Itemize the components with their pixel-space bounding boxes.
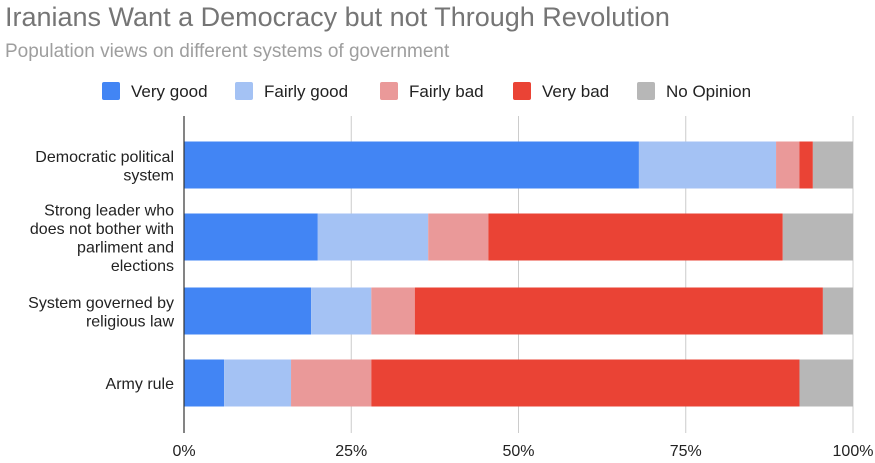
bar-segment [488, 213, 783, 261]
bar-segment [184, 359, 225, 407]
category-label: parliment and [77, 239, 174, 256]
bar-segment [371, 287, 415, 335]
category-label: system [123, 167, 174, 184]
category-label: System governed by [28, 295, 174, 312]
bar-segment [782, 213, 853, 261]
bar-segment [414, 287, 823, 335]
bar-segment [799, 359, 853, 407]
bar-segment [224, 359, 292, 407]
legend-swatch [235, 82, 253, 100]
bar-segment [311, 287, 372, 335]
bar-segment [812, 141, 853, 189]
legend: Very good Fairly good Fairly bad Very bad No… [102, 82, 751, 101]
bar-segment [184, 141, 639, 189]
bars [184, 141, 853, 407]
legend-swatch [637, 82, 655, 100]
bar-segment [184, 287, 312, 335]
x-tick-label: 50% [502, 443, 534, 460]
bar-segment [371, 359, 800, 407]
legend-swatch [380, 82, 398, 100]
chart-title: Iranians Want a Democracy but not Throug… [5, 2, 670, 32]
legend-label: Very good [131, 82, 208, 101]
category-label: does not bother with [30, 221, 174, 238]
legend-swatch [102, 82, 120, 100]
x-tick-label: 0% [172, 443, 195, 460]
chart-subtitle: Population views on different systems of… [5, 41, 450, 62]
bar-segment [799, 141, 813, 189]
bar-segment [776, 141, 800, 189]
category-label: elections [111, 258, 174, 275]
bar-segment [317, 213, 429, 261]
bar-segment [291, 359, 372, 407]
x-tick-label: 25% [335, 443, 367, 460]
x-tick-label: 100% [833, 443, 874, 460]
legend-swatch [513, 82, 531, 100]
legend-label: Fairly good [264, 82, 348, 101]
category-label: Army rule [106, 376, 175, 393]
labels: 0% 25% 50% 75% 100% Democratic politicalsyste… [28, 149, 873, 460]
bar-segment [638, 141, 777, 189]
category-label: Democratic political [35, 149, 174, 166]
category-label: Strong leader who [44, 202, 174, 219]
legend-label: Very bad [542, 82, 609, 101]
legend-label: No Opinion [666, 82, 751, 101]
bar-segment [822, 287, 853, 335]
bar-segment [428, 213, 489, 261]
x-tick-label: 75% [670, 443, 702, 460]
legend-label: Fairly bad [409, 82, 484, 101]
bar-segment [184, 213, 318, 261]
category-label: religious law [86, 313, 174, 330]
